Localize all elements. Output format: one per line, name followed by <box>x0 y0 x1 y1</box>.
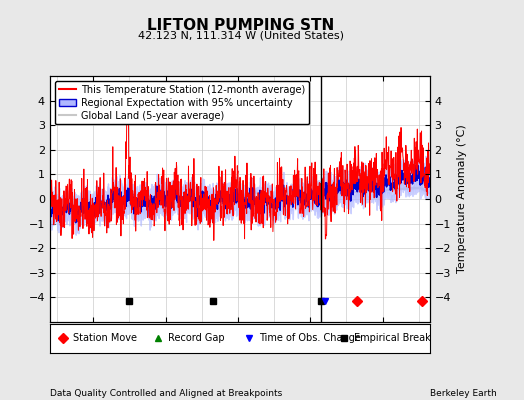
Text: LIFTON PUMPING STN: LIFTON PUMPING STN <box>147 18 335 33</box>
Text: Station Move: Station Move <box>72 334 137 343</box>
Text: 42.123 N, 111.314 W (United States): 42.123 N, 111.314 W (United States) <box>138 30 344 40</box>
Text: Data Quality Controlled and Aligned at Breakpoints: Data Quality Controlled and Aligned at B… <box>50 389 282 398</box>
Text: Time of Obs. Change: Time of Obs. Change <box>259 334 361 343</box>
Text: Record Gap: Record Gap <box>168 334 224 343</box>
Y-axis label: Temperature Anomaly (°C): Temperature Anomaly (°C) <box>456 125 466 273</box>
Text: Empirical Break: Empirical Break <box>354 334 430 343</box>
Text: Berkeley Earth: Berkeley Earth <box>430 389 496 398</box>
Legend: This Temperature Station (12-month average), Regional Expectation with 95% uncer: This Temperature Station (12-month avera… <box>54 81 309 124</box>
